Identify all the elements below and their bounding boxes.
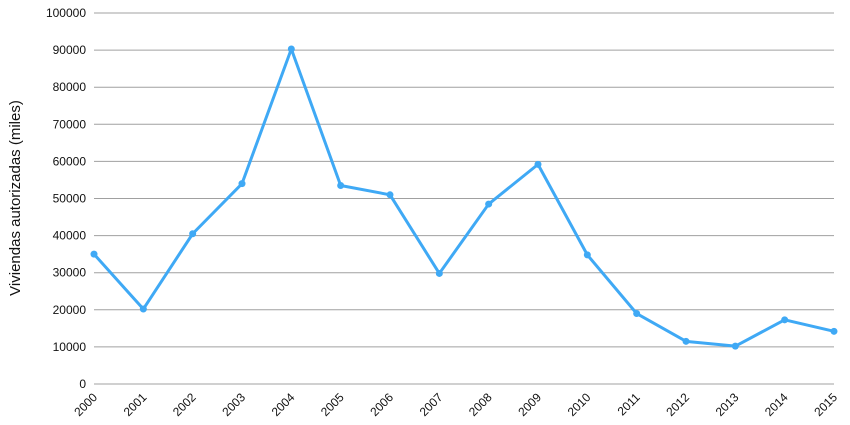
x-tick-label: 2008 [466,390,495,419]
x-tick-label: 2004 [269,390,298,419]
x-tick-label: 2006 [367,390,396,419]
point [238,180,246,188]
point [485,200,493,208]
point [287,45,295,53]
y-tick-label: 60000 [53,154,87,168]
x-tick-label: 2014 [762,390,791,419]
y-tick-label: 90000 [53,43,87,57]
y-tick-label: 40000 [53,229,87,243]
point [435,269,443,277]
x-tick-label: 2010 [565,390,594,419]
y-tick-label: 20000 [53,303,87,317]
point [189,230,197,238]
point [337,182,345,190]
y-tick-label: 70000 [53,117,87,131]
x-tick-label: 2000 [71,390,100,419]
x-tick-label: 2003 [219,390,248,419]
y-tick-label: 30000 [53,266,87,280]
y-tick-label: 50000 [53,192,87,206]
point [534,160,542,168]
x-tick-label: 2015 [811,390,840,419]
point [583,251,591,259]
line [92,47,835,348]
y-axis-label: Viviendas autorizadas (miles) [7,100,24,296]
y-tick-label: 0 [79,377,86,391]
y-tick-label: 100000 [46,6,86,20]
point [830,327,838,335]
x-tick-label: 2001 [121,390,150,419]
x-tick-label: 2002 [170,390,199,419]
point [633,310,641,318]
point [731,342,739,350]
point [386,191,394,199]
x-tick-label: 2013 [713,390,742,419]
x-tick-label: 2012 [663,390,692,419]
y-tick-label: 80000 [53,80,87,94]
x-tick-label: 2007 [417,390,446,419]
point [90,250,98,258]
y-tick-label: 10000 [53,340,87,354]
point [781,316,789,324]
x-tick-label: 2011 [615,390,643,418]
x-tick-label: 2009 [515,390,544,419]
point [682,337,690,345]
x-tick-label: 2005 [318,390,347,419]
point [139,305,147,313]
